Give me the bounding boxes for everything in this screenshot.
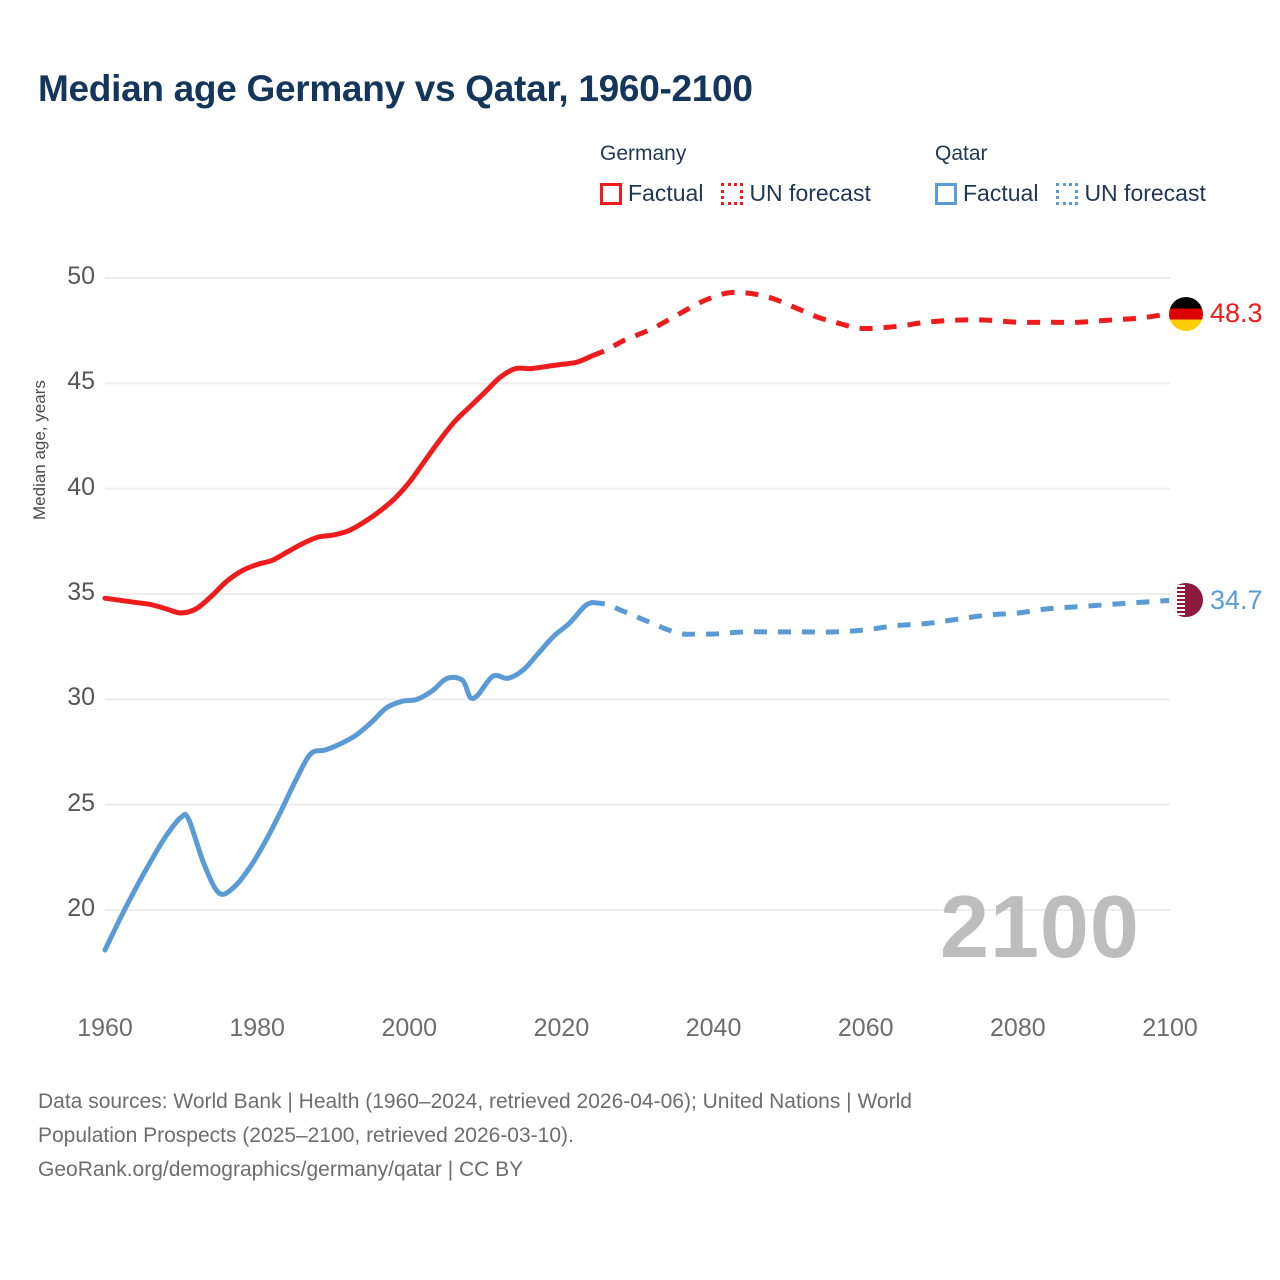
legend-group-germany: Germany Factual UN forecast bbox=[600, 142, 871, 207]
solid-square-icon bbox=[935, 182, 957, 205]
legend-label-qatar-factual: Factual bbox=[963, 180, 1039, 206]
footer-line-2: Population Prospects (2025–2100, retriev… bbox=[38, 1124, 574, 1147]
legend-label-germany-factual: Factual bbox=[628, 180, 704, 206]
y-axis-tick-label: 30 bbox=[67, 683, 95, 712]
end-marker-qatar: 34.7 bbox=[1169, 583, 1263, 618]
y-axis-tick-label: 40 bbox=[67, 472, 95, 501]
legend-item-qatar-factual[interactable]: Factual bbox=[935, 180, 1038, 207]
plot-area: Median age, years 20 25 30 35 40 45 50 1960 198… bbox=[30, 262, 1198, 1042]
y-axis-tick-label: 20 bbox=[67, 894, 95, 922]
legend-item-germany-forecast[interactable]: UN forecast bbox=[721, 180, 871, 207]
x-axis-tick-label: 1960 bbox=[77, 1014, 133, 1042]
dotted-square-icon bbox=[721, 182, 744, 205]
end-marker-germany: 48.3 bbox=[1169, 296, 1263, 331]
x-axis-tick-label: 2040 bbox=[685, 1014, 742, 1042]
x-axis-tick-label: 2000 bbox=[381, 1014, 438, 1042]
gridlines bbox=[105, 277, 1170, 911]
end-value-germany: 48.3 bbox=[1210, 298, 1263, 329]
x-axis-tick-label: 2100 bbox=[1142, 1014, 1198, 1042]
y-axis-tick-label: 25 bbox=[67, 788, 95, 817]
legend-item-qatar-forecast[interactable]: UN forecast bbox=[1056, 180, 1206, 207]
legend-group-qatar: Qatar Factual UN forecast bbox=[935, 142, 1206, 207]
solid-square-icon bbox=[600, 182, 622, 205]
year-watermark: 2100 bbox=[940, 877, 1140, 976]
page-title: Median age Germany vs Qatar, 1960-2100 bbox=[38, 68, 753, 109]
y-axis-tick-label: 35 bbox=[67, 578, 95, 606]
series-line-forecast-germany bbox=[590, 289, 1171, 359]
footer-line-3: GeoRank.org/demographics/germany/qatar |… bbox=[38, 1158, 524, 1181]
series-line-factual-qatar bbox=[102, 599, 595, 953]
series-line-forecast-qatar bbox=[591, 597, 1171, 637]
x-axis-tick-label: 1980 bbox=[229, 1014, 285, 1042]
series-lines bbox=[102, 289, 1171, 953]
legend-item-germany-factual[interactable]: Factual bbox=[600, 180, 703, 207]
x-axis-tick-label: 2060 bbox=[837, 1014, 894, 1042]
x-axis-tick-label: 2020 bbox=[533, 1014, 590, 1042]
dotted-square-icon bbox=[1056, 182, 1079, 205]
germany-flag-icon bbox=[1169, 296, 1203, 331]
y-axis-tick-label: 45 bbox=[67, 367, 95, 396]
footer-line-1: Data sources: World Bank | Health (1960–… bbox=[38, 1090, 912, 1113]
y-axis-tick-label: 50 bbox=[67, 262, 95, 290]
x-axis-tick-label: 2080 bbox=[990, 1014, 1046, 1042]
end-value-qatar: 34.7 bbox=[1210, 584, 1263, 615]
legend-country-germany: Germany bbox=[600, 142, 687, 165]
legend-label-qatar-forecast: UN forecast bbox=[1084, 180, 1206, 206]
series-line-factual-germany bbox=[102, 353, 595, 616]
qatar-flag-icon bbox=[1169, 583, 1203, 618]
footer-credits: Data sources: World Bank | Health (1960–… bbox=[38, 1085, 1218, 1187]
legend-label-germany-forecast: UN forecast bbox=[749, 180, 871, 206]
legend-country-qatar: Qatar bbox=[935, 142, 988, 165]
chart-legend: Germany Factual UN forecast Qatar Factua… bbox=[600, 142, 1260, 222]
plot-svg bbox=[102, 277, 1171, 953]
